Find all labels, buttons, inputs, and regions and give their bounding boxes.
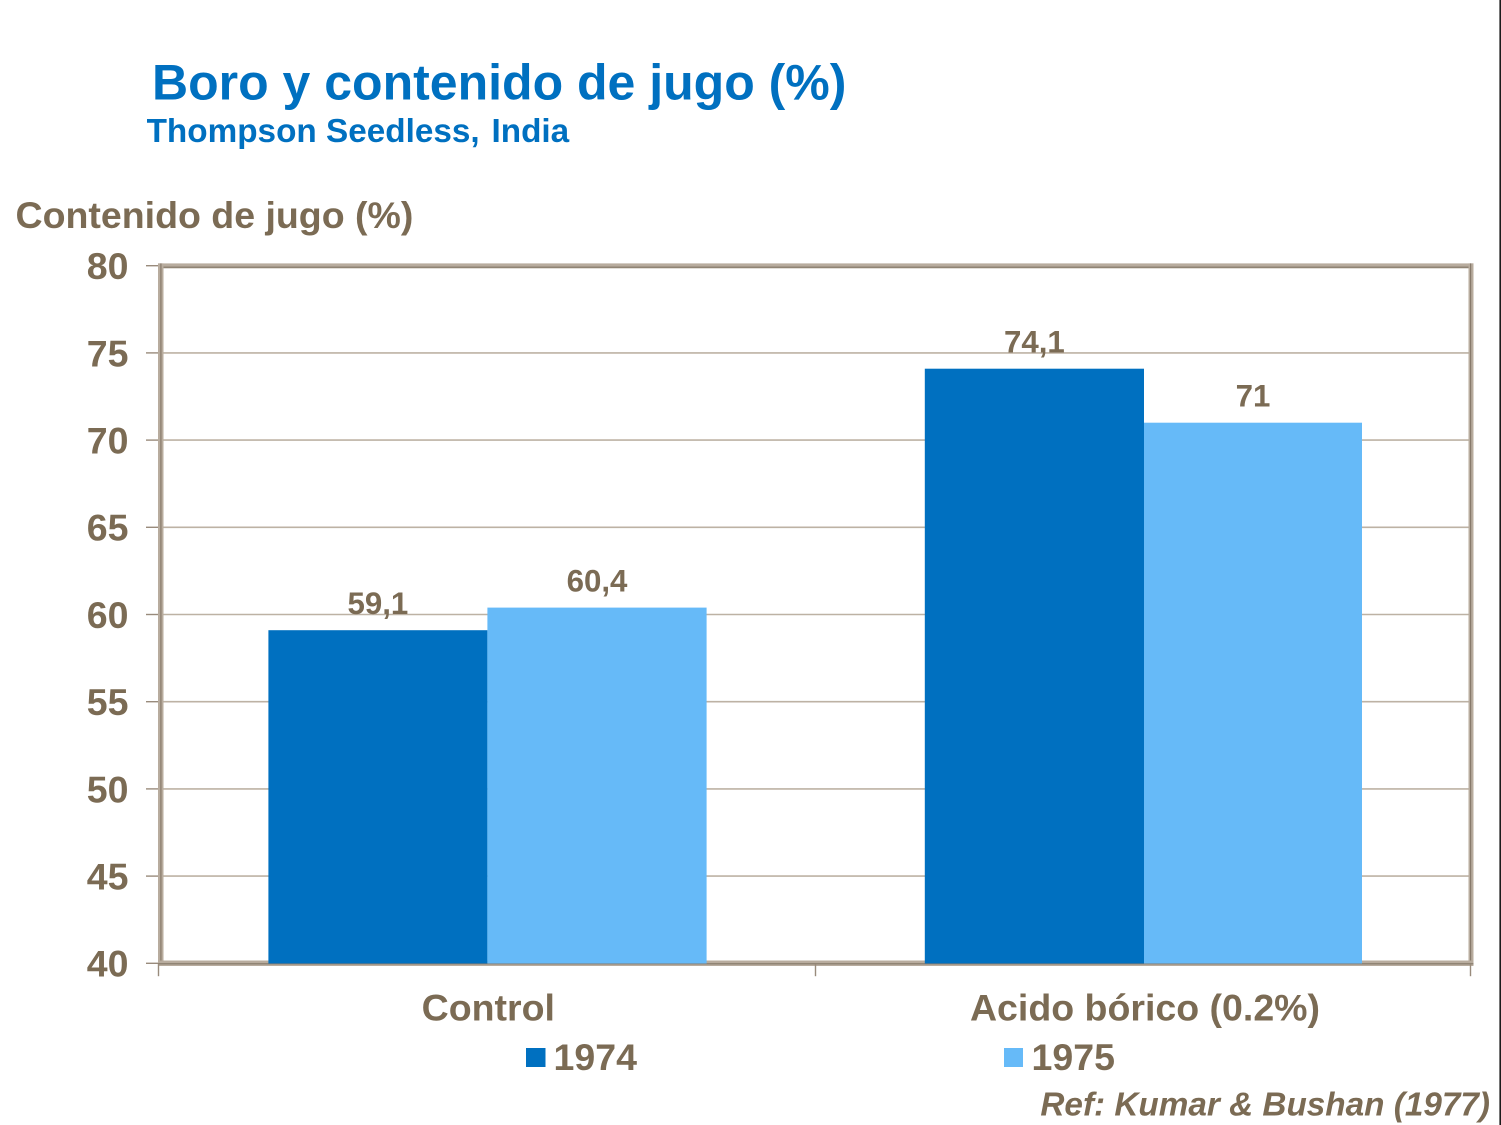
svg-text:50: 50 [87,768,129,810]
svg-text:75: 75 [87,332,129,374]
svg-text:India: India [492,113,570,150]
svg-text:Acido bórico (0.2%): Acido bórico (0.2%) [970,986,1320,1028]
svg-text:55: 55 [87,681,129,723]
svg-text:Boro y contenido de jugo (%): Boro y contenido de jugo (%) [152,55,846,111]
svg-text:70: 70 [87,420,129,462]
svg-text:71: 71 [1236,378,1271,413]
svg-text:45: 45 [87,856,129,898]
svg-text:40: 40 [87,943,129,985]
svg-text:60,4: 60,4 [567,563,628,598]
svg-text:Ref: Kumar & Bushan (1977): Ref: Kumar & Bushan (1977) [1040,1087,1490,1124]
svg-text:Control: Control [422,986,555,1028]
svg-text:1974: 1974 [554,1036,638,1078]
svg-text:1975: 1975 [1032,1036,1115,1078]
svg-text:60: 60 [87,594,129,636]
svg-text:Thompson Seedless,: Thompson Seedless, [147,113,480,150]
svg-text:74,1: 74,1 [1004,324,1065,359]
svg-text:Contenido de jugo (%): Contenido de jugo (%) [16,194,414,236]
svg-text:80: 80 [87,245,129,287]
svg-text:65: 65 [87,507,129,549]
svg-text:59,1: 59,1 [347,586,408,621]
